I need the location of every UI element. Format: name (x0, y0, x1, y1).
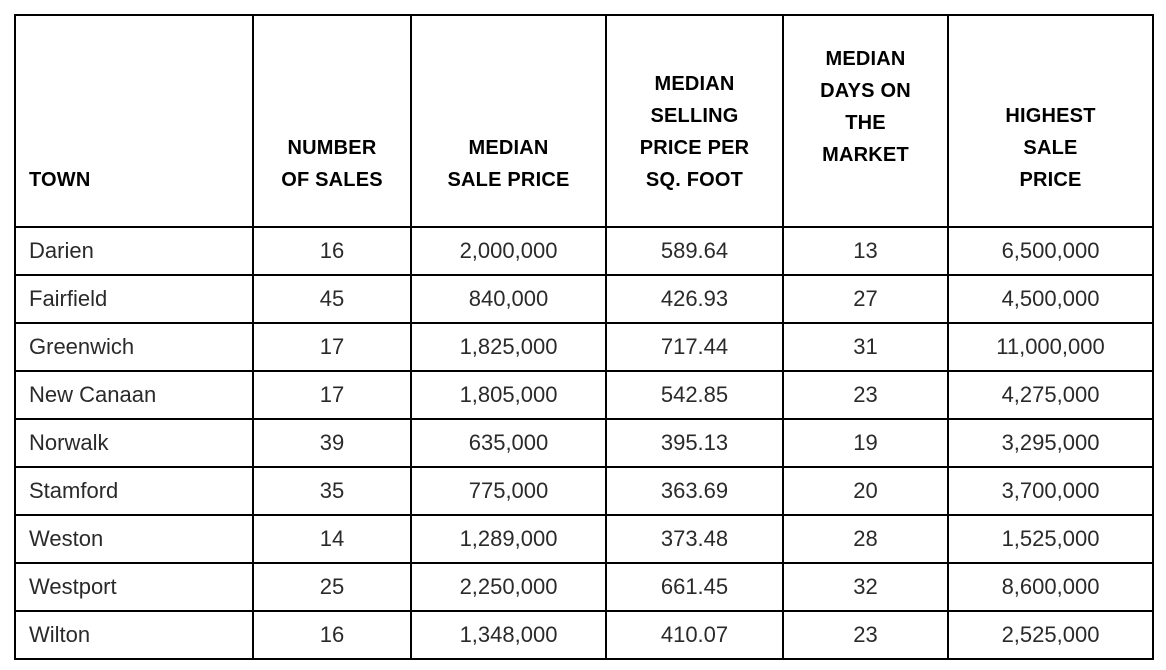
cell-number_of_sales: 35 (252, 466, 412, 516)
table-row: New Canaan 17 1,805,000 542.85 23 4,275,000 (14, 370, 1154, 420)
cell-town: Fairfield (14, 274, 254, 324)
cell-median_days_on_market: 27 (782, 274, 949, 324)
table-body: Darien 16 2,000,000 589.64 13 6,500,000 Fairfi… (14, 226, 1154, 660)
table-header: TOWN NUMBER OF SALES MEDIAN SALE PRICE MEDI… (14, 14, 1154, 228)
cell-highest_sale_price: 4,275,000 (947, 370, 1154, 420)
cell-median_selling_price_per_sq_foot: 542.85 (605, 370, 784, 420)
cell-median_sale_price: 1,805,000 (410, 370, 607, 420)
cell-median_sale_price: 2,250,000 (410, 562, 607, 612)
cell-median_selling_price_per_sq_foot: 426.93 (605, 274, 784, 324)
table-row: Norwalk 39 635,000 395.13 19 3,295,000 (14, 418, 1154, 468)
cell-highest_sale_price: 11,000,000 (947, 322, 1154, 372)
cell-median_days_on_market: 31 (782, 322, 949, 372)
column-header-median_sale_price: MEDIAN SALE PRICE (410, 14, 607, 228)
table-row: Stamford 35 775,000 363.69 20 3,700,000 (14, 466, 1154, 516)
column-header-median_selling_price_per_sq_foot: MEDIAN SELLING PRICE PER SQ. FOOT (605, 14, 784, 228)
cell-median_selling_price_per_sq_foot: 410.07 (605, 610, 784, 660)
cell-number_of_sales: 16 (252, 610, 412, 660)
cell-median_selling_price_per_sq_foot: 373.48 (605, 514, 784, 564)
cell-highest_sale_price: 8,600,000 (947, 562, 1154, 612)
column-header-town: TOWN (14, 14, 254, 228)
cell-median_sale_price: 775,000 (410, 466, 607, 516)
cell-highest_sale_price: 2,525,000 (947, 610, 1154, 660)
cell-median_days_on_market: 19 (782, 418, 949, 468)
cell-town: Stamford (14, 466, 254, 516)
cell-median_days_on_market: 32 (782, 562, 949, 612)
cell-highest_sale_price: 3,700,000 (947, 466, 1154, 516)
cell-median_days_on_market: 28 (782, 514, 949, 564)
table-row: Westport 25 2,250,000 661.45 32 8,600,000 (14, 562, 1154, 612)
cell-town: Wilton (14, 610, 254, 660)
table-row: Greenwich 17 1,825,000 717.44 31 11,000,000 (14, 322, 1154, 372)
cell-median_days_on_market: 23 (782, 610, 949, 660)
cell-number_of_sales: 17 (252, 322, 412, 372)
cell-number_of_sales: 39 (252, 418, 412, 468)
cell-median_selling_price_per_sq_foot: 395.13 (605, 418, 784, 468)
header-row: TOWN NUMBER OF SALES MEDIAN SALE PRICE MEDI… (14, 14, 1154, 228)
table-row: Darien 16 2,000,000 589.64 13 6,500,000 (14, 226, 1154, 276)
cell-median_sale_price: 1,348,000 (410, 610, 607, 660)
cell-highest_sale_price: 3,295,000 (947, 418, 1154, 468)
cell-median_days_on_market: 20 (782, 466, 949, 516)
cell-median_sale_price: 635,000 (410, 418, 607, 468)
cell-median_selling_price_per_sq_foot: 363.69 (605, 466, 784, 516)
cell-median_selling_price_per_sq_foot: 589.64 (605, 226, 784, 276)
cell-town: Norwalk (14, 418, 254, 468)
column-header-highest_sale_price: HIGHEST SALE PRICE (947, 14, 1154, 228)
cell-median_days_on_market: 23 (782, 370, 949, 420)
cell-median_selling_price_per_sq_foot: 661.45 (605, 562, 784, 612)
cell-median_sale_price: 840,000 (410, 274, 607, 324)
cell-number_of_sales: 25 (252, 562, 412, 612)
cell-town: Greenwich (14, 322, 254, 372)
table-row: Wilton 16 1,348,000 410.07 23 2,525,000 (14, 610, 1154, 660)
cell-number_of_sales: 16 (252, 226, 412, 276)
cell-median_sale_price: 1,289,000 (410, 514, 607, 564)
cell-highest_sale_price: 4,500,000 (947, 274, 1154, 324)
cell-town: Westport (14, 562, 254, 612)
cell-median_selling_price_per_sq_foot: 717.44 (605, 322, 784, 372)
home-sales-table: TOWN NUMBER OF SALES MEDIAN SALE PRICE MEDI… (14, 14, 1154, 660)
column-header-number_of_sales: NUMBER OF SALES (252, 14, 412, 228)
cell-town: New Canaan (14, 370, 254, 420)
cell-number_of_sales: 17 (252, 370, 412, 420)
cell-highest_sale_price: 6,500,000 (947, 226, 1154, 276)
cell-number_of_sales: 14 (252, 514, 412, 564)
cell-town: Darien (14, 226, 254, 276)
cell-number_of_sales: 45 (252, 274, 412, 324)
cell-median_days_on_market: 13 (782, 226, 949, 276)
table-row: Weston 14 1,289,000 373.48 28 1,525,000 (14, 514, 1154, 564)
cell-median_sale_price: 1,825,000 (410, 322, 607, 372)
table-row: Fairfield 45 840,000 426.93 27 4,500,000 (14, 274, 1154, 324)
cell-town: Weston (14, 514, 254, 564)
cell-median_sale_price: 2,000,000 (410, 226, 607, 276)
cell-highest_sale_price: 1,525,000 (947, 514, 1154, 564)
column-header-median_days_on_market: MEDIAN DAYS ON THE MARKET (782, 14, 949, 228)
